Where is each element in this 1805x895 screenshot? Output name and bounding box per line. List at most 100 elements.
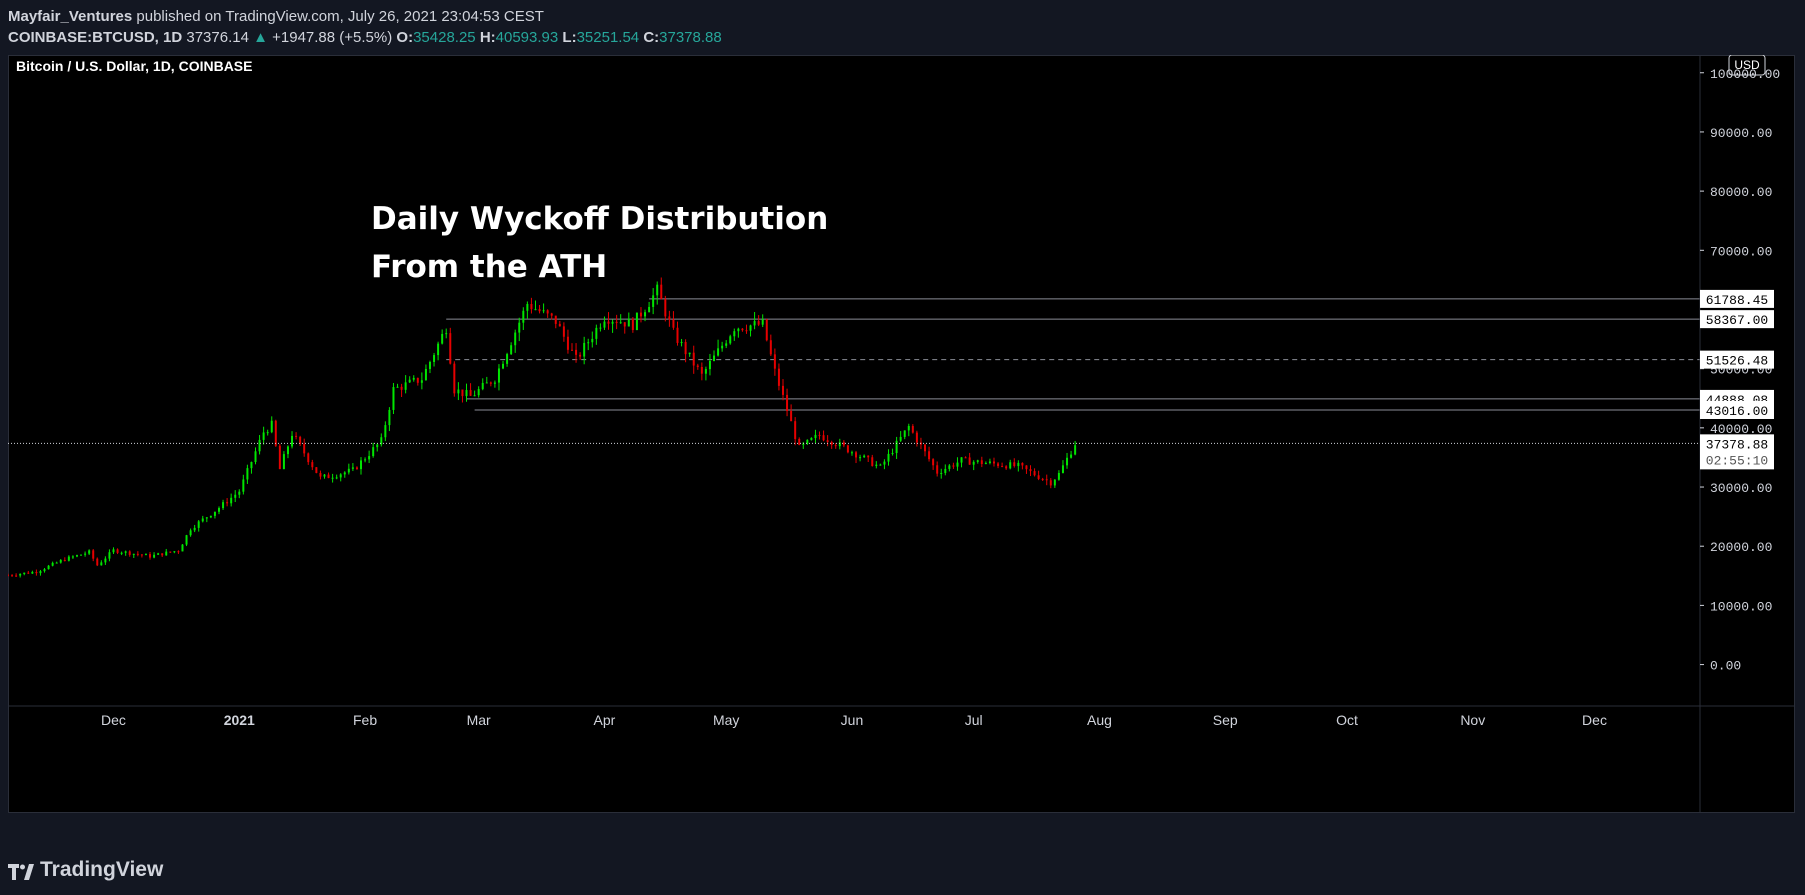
level-label-box: [1700, 289, 1774, 308]
candle-body: [676, 327, 679, 343]
candle-body: [315, 467, 318, 473]
candle-body: [1037, 475, 1040, 479]
candle-body: [59, 560, 62, 563]
candle-body: [327, 474, 330, 479]
candle-body: [968, 457, 971, 465]
price-axis[interactable]: 100000.0090000.0080000.0070000.0050000.0…: [1700, 67, 1780, 674]
candle-body: [777, 368, 780, 386]
price-tick-label: 20000.00: [1710, 540, 1772, 555]
candle-body: [351, 467, 354, 469]
candle-body: [627, 318, 630, 327]
candle-body: [781, 385, 784, 395]
author-name[interactable]: Mayfair_Ventures: [8, 8, 133, 25]
candle-body: [84, 553, 87, 555]
candle-body: [63, 560, 66, 562]
candle-body: [149, 554, 152, 558]
tradingview-footer[interactable]: TradingView: [8, 855, 163, 885]
candle-body: [834, 445, 837, 447]
candle-body: [579, 354, 582, 357]
candle-body: [583, 342, 586, 357]
candle-body: [944, 468, 947, 473]
candle-body: [217, 508, 220, 512]
candle-body: [238, 491, 241, 495]
candle-body: [124, 551, 127, 553]
current-price-badge: 37378.88 02:55:10: [1700, 434, 1774, 470]
time-tick-label: Dec: [101, 712, 126, 728]
candle-body: [664, 299, 667, 317]
candle-body: [867, 455, 870, 458]
candle-body: [741, 328, 744, 331]
candle-body: [404, 382, 407, 390]
candle-body: [372, 447, 375, 457]
low-label: L:: [562, 29, 577, 46]
candle-body: [566, 336, 569, 350]
level-label: 51526.48: [1706, 354, 1768, 369]
candle-body: [753, 321, 756, 326]
candle-body: [51, 562, 54, 566]
high-value: 40593.93: [495, 29, 559, 46]
candle-body: [295, 435, 298, 437]
candle-body: [729, 336, 732, 344]
candle-body: [733, 331, 736, 337]
candle-body: [35, 571, 38, 574]
candle-body: [19, 573, 22, 576]
countdown-label: 02:55:10: [1706, 453, 1768, 468]
candle-body: [696, 365, 699, 367]
candle-body: [554, 315, 557, 324]
candle-body: [956, 462, 959, 467]
candle-body: [668, 316, 671, 320]
close-label: C:: [643, 29, 660, 46]
candle-body: [530, 304, 533, 310]
time-tick-label: Dec: [1582, 712, 1607, 728]
candle-body: [506, 354, 509, 364]
candle-body: [988, 461, 991, 464]
symbol-label: COINBASE:BTCUSD, 1D: [8, 29, 183, 46]
candle-body: [976, 460, 979, 462]
candle-body: [27, 572, 30, 574]
candle-body: [11, 575, 14, 577]
price-tick-label: 30000.00: [1710, 481, 1772, 496]
candle-body: [428, 361, 431, 369]
candle-body: [591, 338, 594, 343]
annotation-line-1[interactable]: Daily Wyckoff Distribution: [371, 201, 828, 237]
candle-body: [319, 472, 322, 477]
candle-body: [818, 434, 821, 436]
candle-body: [1061, 465, 1064, 473]
candle-body: [497, 368, 500, 383]
time-tick-label: Aug: [1087, 712, 1112, 728]
candle-body: [104, 558, 107, 563]
price-tick-label: 70000.00: [1710, 244, 1772, 259]
candle-body: [859, 457, 862, 459]
horizontal-levels: [446, 298, 1700, 411]
candle-body: [830, 441, 833, 446]
time-tick-label: Oct: [1336, 712, 1358, 728]
publish-date: published on TradingView.com, July 26, 2…: [132, 8, 544, 25]
candle-body: [619, 322, 622, 324]
candle-body: [449, 333, 452, 364]
candle-body: [891, 453, 894, 455]
candle-body: [140, 554, 143, 556]
currency-badge[interactable]: USD: [1728, 55, 1766, 76]
candle-body: [1057, 472, 1060, 480]
price-tick-label: 0.00: [1710, 659, 1741, 674]
candle-body: [749, 325, 752, 331]
candle-body: [1017, 462, 1020, 467]
high-label: H:: [479, 29, 496, 46]
candle-body: [286, 446, 289, 455]
candle-body: [1001, 466, 1004, 468]
candle-body: [100, 562, 103, 566]
candle-body: [940, 472, 943, 474]
candle-body: [47, 565, 50, 570]
candle-body: [335, 477, 338, 479]
candle-body: [725, 343, 728, 346]
candlestick-chart[interactable]: Bitcoin / U.S. Dollar, 1D, COINBASE Dail…: [8, 55, 1795, 813]
ohlc-line: COINBASE:BTCUSD, 1D 37376.14 ▲ +1947.88 …: [8, 27, 722, 48]
price-tick-label: 80000.00: [1710, 185, 1772, 200]
candle-body: [1045, 479, 1048, 481]
candle-body: [798, 438, 801, 445]
candle-body: [936, 465, 939, 474]
time-axis[interactable]: Dec 2021 Feb Mar Apr May Jun Jul Aug Sep Oct Nov Dec: [101, 712, 1607, 728]
annotation-line-2[interactable]: From the ATH: [371, 249, 607, 285]
candle-body: [205, 517, 208, 519]
